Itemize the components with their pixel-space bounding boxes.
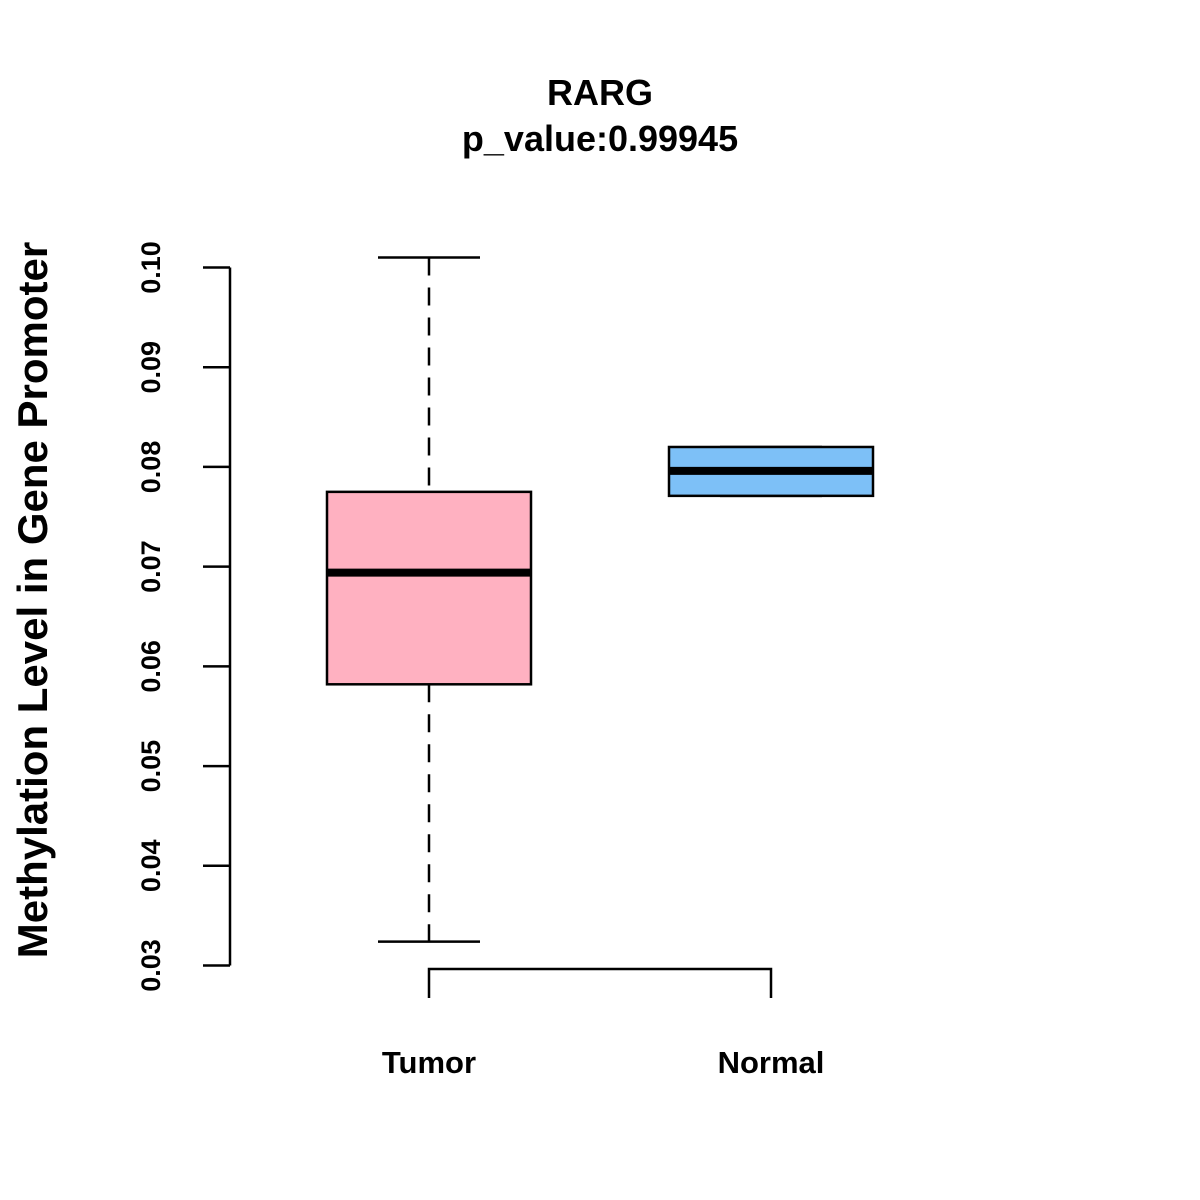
chart-subtitle: p_value:0.99945 [462,118,738,159]
y-axis-ticks: 0.03 0.04 0.05 0.06 0.07 0.08 0.09 0.10 [136,241,230,992]
x-axis-labels: Tumor Normal [382,1045,824,1080]
box-groups [325,256,875,943]
y-tick-label-1: 0.04 [136,840,166,893]
chart-title: RARG [547,72,653,113]
y-tick-label-2: 0.05 [136,740,166,793]
box-tumor [325,490,533,686]
box-group-tumor [325,256,533,943]
x-label-normal: Normal [718,1045,825,1080]
comparison-bracket [427,967,773,998]
x-label-tumor: Tumor [382,1045,476,1080]
box-group-normal [667,445,875,498]
y-tick-label-4: 0.07 [136,540,166,593]
y-axis-label: Methylation Level in Gene Promoter [9,242,56,958]
y-tick-label-3: 0.06 [136,640,166,693]
y-tick-label-5: 0.08 [136,441,166,494]
bracket-line [427,967,773,998]
y-tick-label-0: 0.03 [136,939,166,992]
y-tick-label-7: 0.10 [136,241,166,294]
y-tick-label-6: 0.09 [136,341,166,394]
